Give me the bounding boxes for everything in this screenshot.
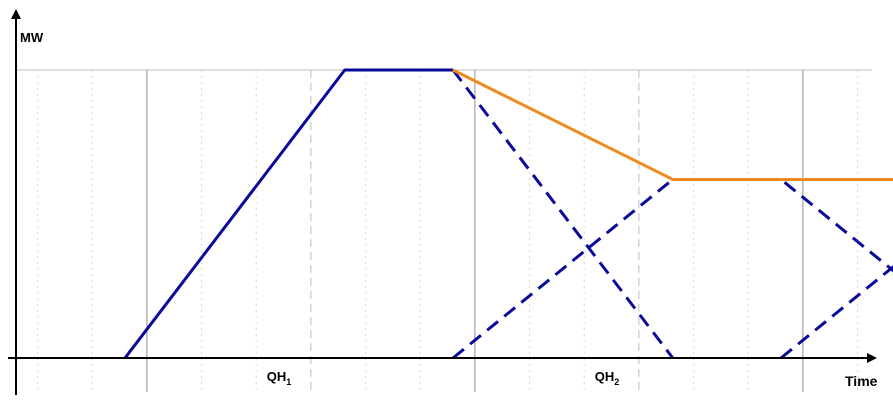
tick-labels: QH1QH2QH3QH4QH5 (267, 369, 620, 387)
series-line-2 (451, 69, 674, 359)
grid (16, 69, 872, 392)
y-axis-label: MW (20, 30, 44, 45)
tick-label-2: QH2 (595, 369, 620, 387)
series-line-1 (123, 68, 453, 359)
tick-label-1: QH1 (267, 369, 292, 387)
series-line-6 (452, 68, 893, 181)
series-line-4 (780, 265, 893, 360)
series-group (123, 68, 893, 360)
x-axis-label: Time (845, 373, 878, 389)
series-line-3 (452, 177, 893, 360)
